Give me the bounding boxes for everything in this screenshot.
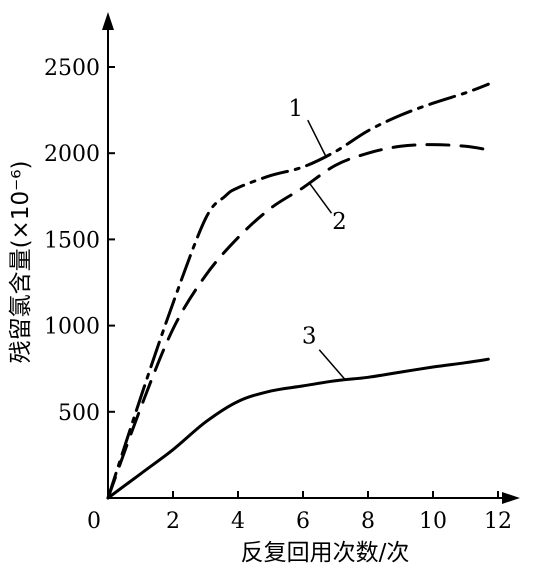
x-tick-label: 6 — [296, 509, 310, 534]
curve-label-leader — [318, 349, 346, 381]
curve-label-leader — [307, 119, 327, 157]
x-tick-label: 4 — [231, 509, 245, 534]
y-tick-label: 1000 — [44, 315, 100, 340]
series-layer — [106, 82, 490, 500]
x-tick-label: 8 — [361, 509, 375, 534]
series-line-2 — [106, 143, 490, 500]
curve-label: 2 — [332, 209, 347, 235]
y-tick-label: 2000 — [44, 142, 100, 167]
y-tick-label: 1500 — [44, 228, 100, 253]
x-tick-label: 10 — [419, 509, 447, 534]
x-axis-arrow — [502, 492, 520, 504]
curve-label-leader — [308, 182, 333, 214]
y-tick-label: 500 — [58, 401, 100, 426]
x-tick-label: 12 — [484, 509, 512, 534]
y-tick-label: 2500 — [44, 56, 100, 81]
x-axis-title: 反复回用次数/次 — [241, 540, 410, 566]
curve-labels: 1 2 3 — [288, 96, 347, 381]
y-axis-title: 残留氯含量(×10⁻⁶) — [8, 161, 34, 364]
x-tick-label: 0 — [87, 509, 101, 534]
y-axis-arrow — [102, 12, 114, 30]
x-tick-label: 2 — [166, 509, 180, 534]
series-line-3 — [106, 357, 490, 500]
curve-label: 3 — [302, 324, 317, 350]
curve-label: 1 — [288, 96, 303, 122]
series-line-1 — [106, 82, 490, 500]
